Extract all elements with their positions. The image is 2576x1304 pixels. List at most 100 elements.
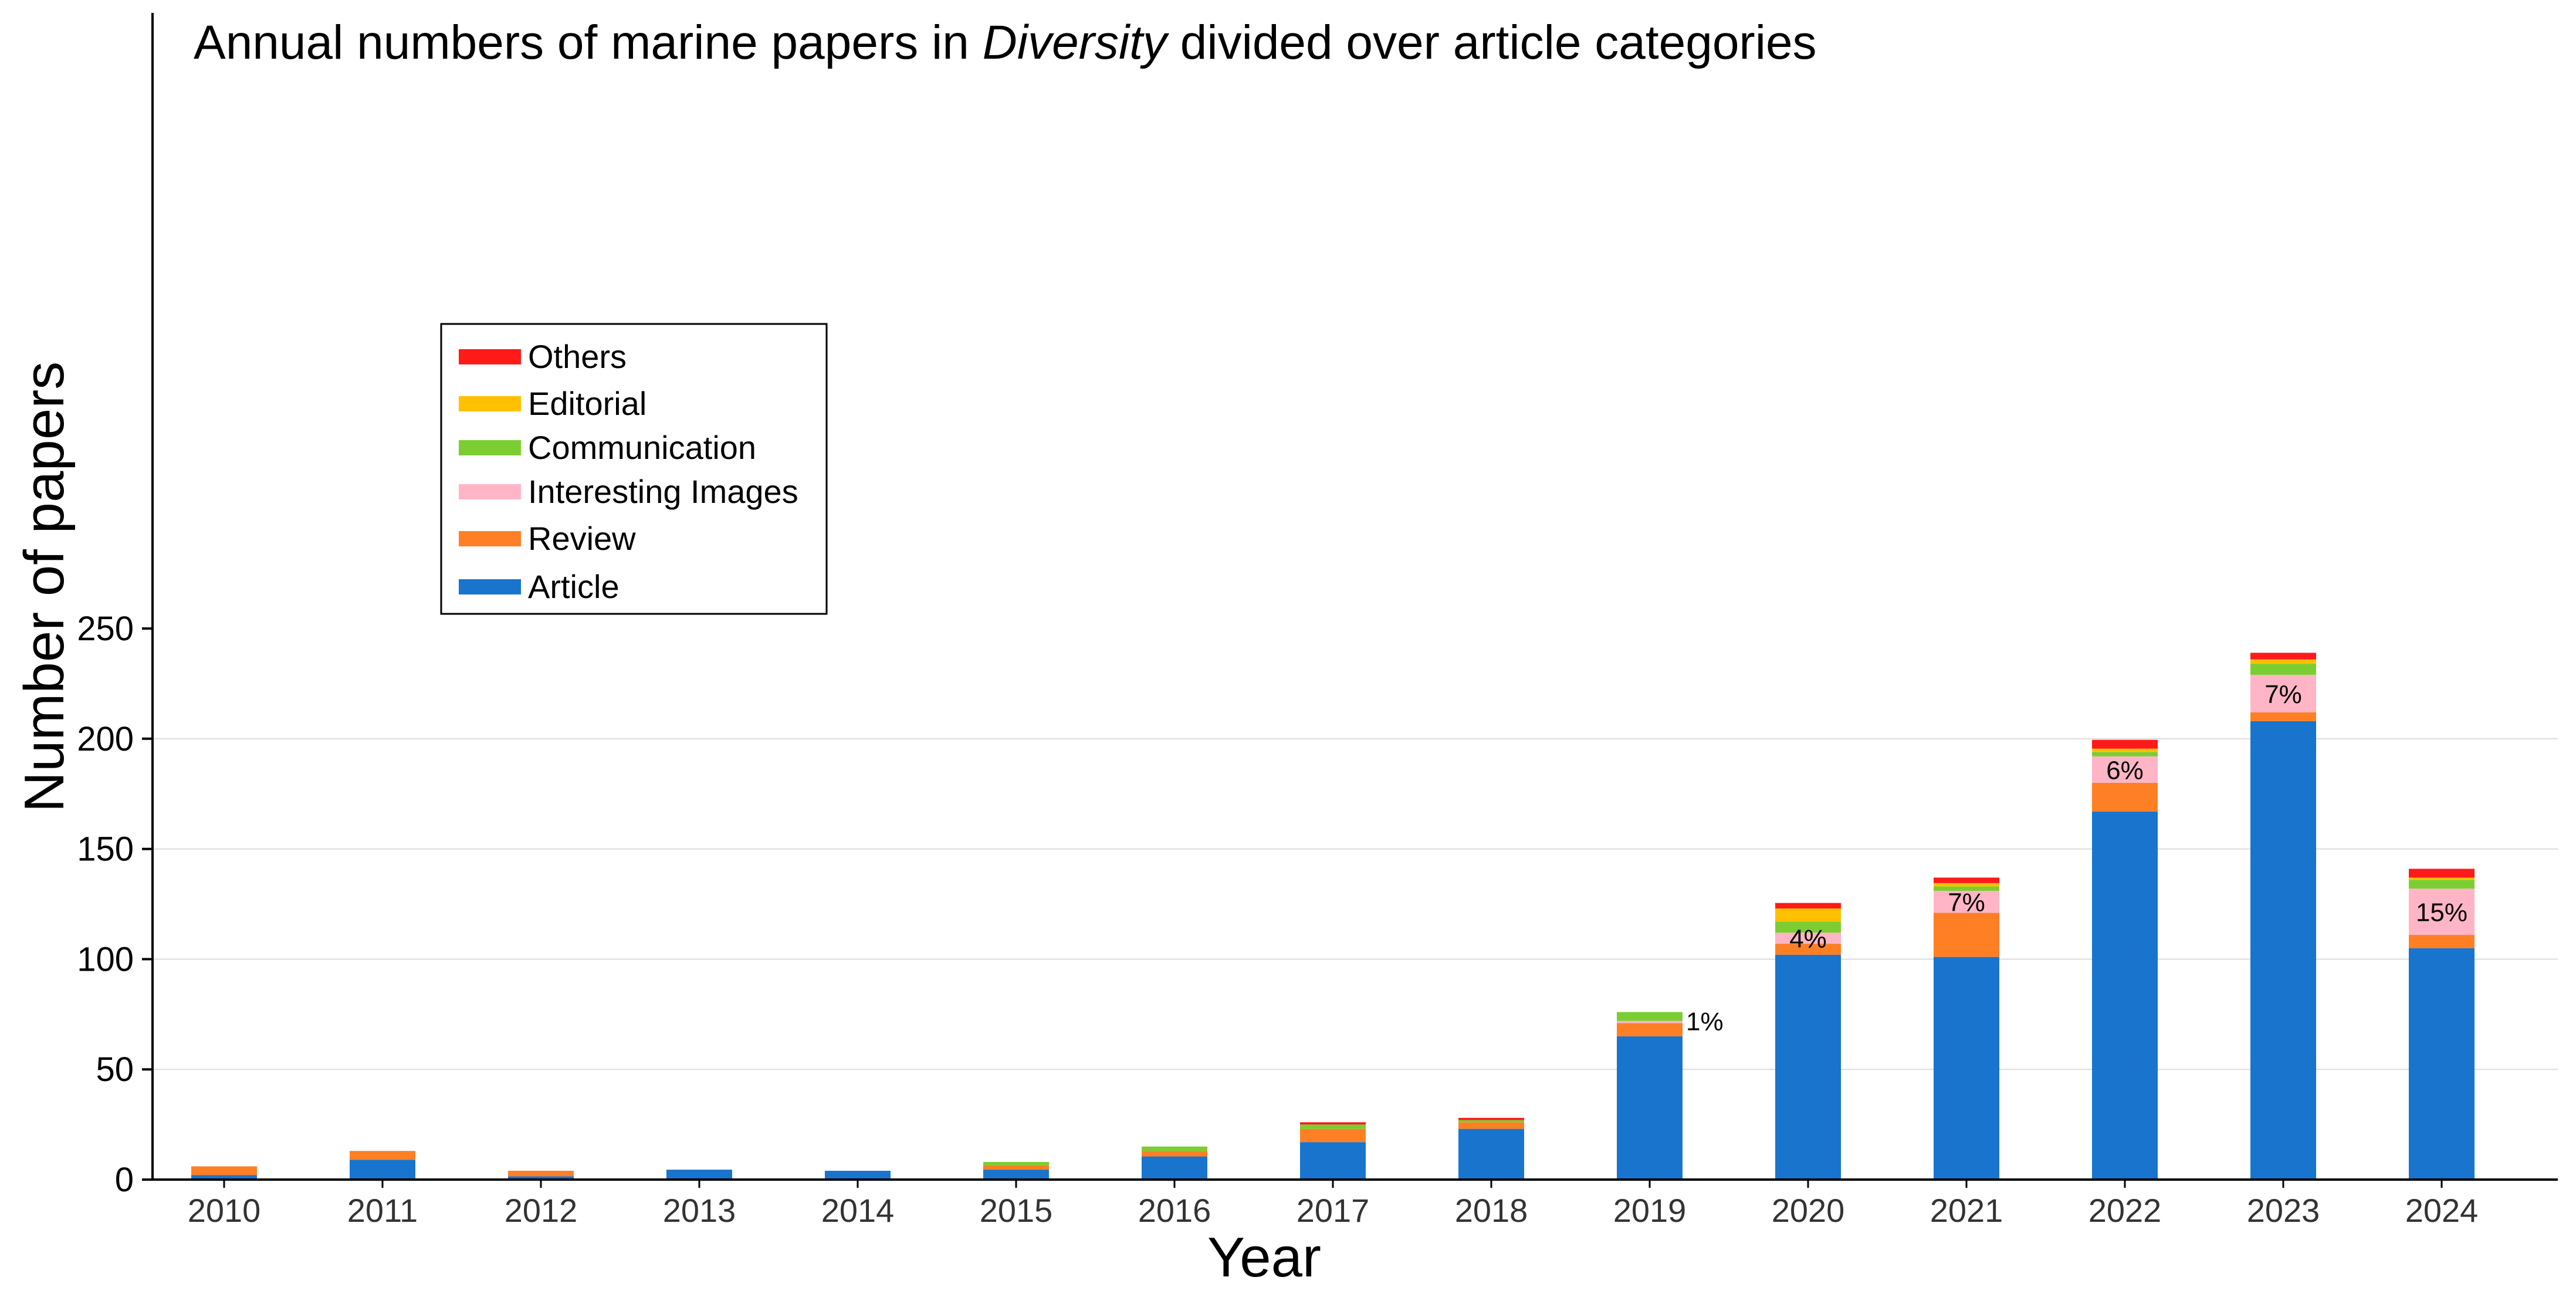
bar-review-2012	[508, 1170, 574, 1177]
bar-article-2010	[191, 1175, 257, 1180]
bar-article-2024	[2409, 948, 2475, 1180]
annotation-2024: 15%	[2416, 898, 2467, 927]
bar-communication-2023	[2250, 664, 2316, 675]
legend-label-others: Others	[528, 338, 627, 375]
bar-stack-2016	[1142, 1146, 1207, 1180]
x-tick-label-2018: 2018	[1455, 1192, 1528, 1229]
legend-label-editorial: Editorial	[528, 385, 646, 422]
bar-article-2019	[1617, 1036, 1683, 1180]
bar-article-2015	[983, 1170, 1049, 1180]
x-tick-label-2023: 2023	[2247, 1192, 2320, 1229]
x-tick-label-2013: 2013	[663, 1192, 736, 1229]
bar-stack-2015	[983, 1161, 1049, 1180]
chart-title-italic: Diversity	[983, 16, 1170, 69]
bar-editorial-2022	[2092, 748, 2158, 752]
bar-article-2021	[1934, 957, 1999, 1180]
x-axis-title: Year	[1207, 1226, 1321, 1289]
x-tick-label-2012: 2012	[505, 1192, 578, 1229]
y-tick-label-0: 0	[115, 1161, 134, 1199]
bar-communication-2015	[983, 1161, 1049, 1166]
bar-communication-2020	[1775, 921, 1841, 933]
bar-article-2023	[2250, 721, 2316, 1180]
bar-review-2024	[2409, 935, 2475, 948]
x-axis-ticks: 2010 2011 2012 2013 2014 2015 2016 2017 2018 2019…	[188, 1180, 2478, 1229]
x-tick-label-2022: 2022	[2088, 1192, 2162, 1229]
bar-review-2020	[1775, 944, 1841, 955]
bar-article-2022	[2092, 811, 2158, 1180]
y-tick-label-100: 100	[77, 940, 134, 978]
legend-swatch-interesting-images	[459, 484, 521, 499]
x-tick-label-2021: 2021	[1930, 1192, 2003, 1229]
bar-article-2016	[1142, 1156, 1207, 1180]
legend-swatch-review	[459, 531, 521, 546]
bar-stack-2020	[1775, 903, 1841, 1180]
bar-others-2020	[1775, 903, 1841, 909]
bar-review-2023	[2250, 712, 2316, 721]
x-tick-label-2019: 2019	[1613, 1192, 1687, 1229]
bar-editorial-2020	[1775, 908, 1841, 922]
legend-label-article: Article	[528, 568, 620, 605]
bar-stack-2019	[1617, 1012, 1683, 1180]
bar-article-2013	[666, 1170, 732, 1180]
bar-stack-2011	[350, 1151, 415, 1180]
bar-others-2018	[1458, 1117, 1524, 1120]
y-tick-label-250: 250	[77, 610, 134, 648]
bar-stack-2022	[2092, 739, 2158, 1180]
bar-review-2017	[1300, 1129, 1366, 1143]
legend-swatch-editorial	[459, 396, 521, 411]
bar-communication-2016	[1142, 1146, 1207, 1151]
bar-communication-2021	[1934, 886, 1999, 891]
x-tick-label-2010: 2010	[188, 1192, 261, 1229]
annotation-2019: 1%	[1686, 1008, 1724, 1036]
bar-article-2011	[350, 1160, 415, 1180]
bar-stack-2024	[2409, 869, 2475, 1180]
y-axis-ticks: 0 50 100 150 200 250	[77, 610, 153, 1199]
bar-article-2020	[1775, 954, 1841, 1180]
bar-interesting-images-2024	[2409, 889, 2475, 935]
y-axis-title: Number of papers	[13, 362, 76, 812]
bar-editorial-2024	[2409, 877, 2475, 880]
bar-article-2017	[1300, 1142, 1366, 1180]
bar-article-2018	[1458, 1129, 1524, 1180]
legend: Others Editorial Communication Interesting …	[440, 323, 828, 615]
bar-stack-2017	[1300, 1122, 1366, 1180]
annotation-2021: 7%	[1948, 889, 1985, 917]
bar-review-2018	[1458, 1122, 1524, 1129]
y-tick-label-50: 50	[96, 1050, 134, 1089]
bar-stack-2021	[1934, 877, 1999, 1180]
bar-review-2015	[983, 1165, 1049, 1170]
bar-interesting-images-2019	[1617, 1021, 1683, 1023]
legend-swatch-article	[459, 579, 521, 594]
bar-review-2010	[191, 1166, 257, 1175]
y-tick-label-200: 200	[77, 720, 134, 758]
bar-editorial-2023	[2250, 659, 2316, 664]
bar-review-2022	[2092, 782, 2158, 812]
bar-review-2021	[1934, 913, 1999, 957]
bar-others-2023	[2250, 653, 2316, 660]
bar-communication-2018	[1458, 1120, 1524, 1123]
bar-others-2024	[2409, 869, 2475, 878]
bar-article-2012	[508, 1176, 574, 1180]
bar-stack-2012	[508, 1170, 574, 1180]
chart-title-part-1: Annual numbers of marine papers in	[194, 16, 983, 69]
bar-editorial-2021	[1934, 883, 1999, 887]
x-tick-label-2017: 2017	[1297, 1192, 1370, 1229]
bars	[191, 653, 2475, 1180]
bar-stack-2023	[2250, 653, 2316, 1180]
bar-communication-2019	[1617, 1012, 1683, 1021]
bar-stack-2010	[191, 1166, 257, 1180]
bar-communication-2024	[2409, 880, 2475, 889]
bar-review-2016	[1142, 1151, 1207, 1157]
x-tick-label-2016: 2016	[1138, 1192, 1211, 1229]
bar-review-2011	[350, 1151, 415, 1160]
legend-label-review: Review	[528, 520, 636, 557]
y-tick-label-150: 150	[77, 830, 134, 869]
x-tick-label-2015: 2015	[980, 1192, 1053, 1229]
legend-swatch-communication	[459, 440, 521, 455]
x-tick-label-2011: 2011	[347, 1192, 418, 1229]
legend-label-interesting-images: Interesting Images	[528, 473, 798, 510]
bar-communication-2022	[2092, 752, 2158, 756]
bar-stack-2014	[825, 1170, 891, 1180]
